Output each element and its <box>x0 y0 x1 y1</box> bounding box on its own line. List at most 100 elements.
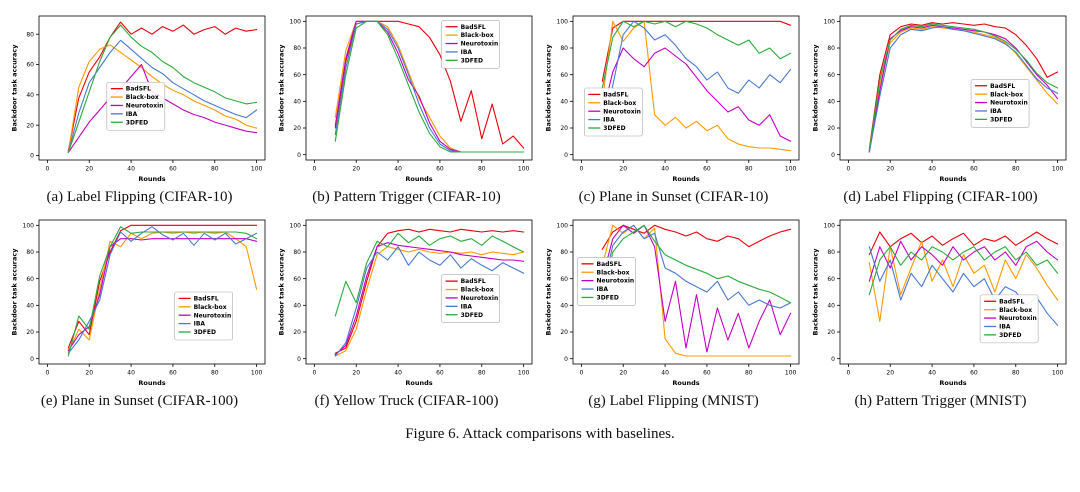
svg-text:0: 0 <box>30 356 34 363</box>
svg-text:40: 40 <box>394 370 402 377</box>
line-chart-c: 0 20 40 60 80 100 0 20 40 60 80 100 Rounds Backdoor t… <box>544 15 799 183</box>
svg-text:60: 60 <box>26 276 34 283</box>
svg-text:Black-box: Black-box <box>460 32 493 39</box>
svg-text:20: 20 <box>293 329 301 336</box>
svg-text:Black-box: Black-box <box>125 94 158 101</box>
svg-text:IBA: IBA <box>596 286 608 293</box>
svg-text:Rounds: Rounds <box>405 175 432 183</box>
svg-text:20: 20 <box>26 329 34 336</box>
svg-text:Neurotoxin: Neurotoxin <box>596 278 634 285</box>
svg-text:0: 0 <box>579 370 583 377</box>
svg-text:80: 80 <box>477 370 485 377</box>
svg-text:100: 100 <box>517 166 529 173</box>
svg-text:Rounds: Rounds <box>672 175 699 183</box>
svg-text:100: 100 <box>823 19 835 26</box>
svg-text:IBA: IBA <box>125 111 137 118</box>
svg-text:100: 100 <box>250 166 262 173</box>
svg-text:80: 80 <box>744 370 752 377</box>
svg-text:IBA: IBA <box>460 303 472 310</box>
svg-text:Rounds: Rounds <box>138 379 165 387</box>
svg-text:BadSFL: BadSFL <box>193 296 218 303</box>
svg-text:3DFED: 3DFED <box>999 332 1021 339</box>
svg-text:100: 100 <box>784 166 796 173</box>
line-chart-h: 0 20 40 60 80 100 0 20 40 60 80 100 Rounds Backdoor t… <box>811 219 1066 387</box>
svg-text:0: 0 <box>846 370 850 377</box>
svg-text:Black-box: Black-box <box>193 304 226 311</box>
svg-text:3DFED: 3DFED <box>603 125 625 132</box>
svg-text:80: 80 <box>560 45 568 52</box>
chart-panel-b: 0 20 40 60 80 100 0 20 40 60 80 100 Rounds Backdoor t… <box>275 10 538 206</box>
svg-text:Black-box: Black-box <box>603 100 636 107</box>
svg-text:0: 0 <box>564 152 568 159</box>
svg-text:100: 100 <box>289 223 301 230</box>
chart-subcaption-d: (d) Label Flipping (CIFAR-100) <box>843 189 1038 205</box>
svg-text:IBA: IBA <box>460 49 472 56</box>
svg-text:80: 80 <box>1011 370 1019 377</box>
svg-text:60: 60 <box>560 276 568 283</box>
svg-text:60: 60 <box>827 72 835 79</box>
svg-text:Neurotoxin: Neurotoxin <box>193 312 231 319</box>
svg-text:40: 40 <box>661 370 669 377</box>
svg-text:40: 40 <box>26 303 34 310</box>
line-chart-b: 0 20 40 60 80 100 0 20 40 60 80 100 Rounds Backdoor t… <box>277 15 532 183</box>
svg-text:60: 60 <box>293 276 301 283</box>
svg-text:0: 0 <box>564 356 568 363</box>
chart-subcaption-h: (h) Pattern Trigger (MNIST) <box>854 393 1027 409</box>
svg-text:20: 20 <box>886 166 894 173</box>
svg-text:20: 20 <box>619 166 627 173</box>
chart-panel-e: 0 20 40 60 80 100 0 20 40 60 80 100 Rounds Backdoor t… <box>8 214 271 410</box>
svg-text:20: 20 <box>560 125 568 132</box>
line-chart-e: 0 20 40 60 80 100 0 20 40 60 80 100 Rounds Backdoor t… <box>10 219 265 387</box>
line-chart-g: 0 20 40 60 80 100 0 20 40 60 80 100 Rounds Backdoor t… <box>544 219 799 387</box>
svg-text:60: 60 <box>436 370 444 377</box>
svg-text:Backdoor task accuracy: Backdoor task accuracy <box>544 248 552 336</box>
svg-text:0: 0 <box>831 356 835 363</box>
chart-panel-g: 0 20 40 60 80 100 0 20 40 60 80 100 Rounds Backdoor t… <box>542 214 805 410</box>
svg-text:40: 40 <box>127 166 135 173</box>
svg-text:100: 100 <box>517 370 529 377</box>
svg-text:Neurotoxin: Neurotoxin <box>125 103 163 110</box>
svg-text:100: 100 <box>556 19 568 26</box>
svg-text:3DFED: 3DFED <box>596 295 618 302</box>
svg-text:100: 100 <box>823 223 835 230</box>
svg-text:Neurotoxin: Neurotoxin <box>460 295 498 302</box>
svg-text:80: 80 <box>210 166 218 173</box>
svg-text:100: 100 <box>250 370 262 377</box>
svg-text:Neurotoxin: Neurotoxin <box>999 315 1037 322</box>
svg-text:Black-box: Black-box <box>990 91 1023 98</box>
svg-text:20: 20 <box>886 370 894 377</box>
svg-text:20: 20 <box>85 370 93 377</box>
svg-text:Black-box: Black-box <box>596 269 629 276</box>
chart-grid: 0 20 40 60 80 0 20 40 60 80 100 Rounds Backdoor task… <box>8 10 1072 410</box>
svg-text:40: 40 <box>827 99 835 106</box>
chart-subcaption-f: (f) Yellow Truck (CIFAR-100) <box>314 393 499 409</box>
svg-text:20: 20 <box>26 122 34 129</box>
chart-panel-c: 0 20 40 60 80 100 0 20 40 60 80 100 Rounds Backdoor t… <box>542 10 805 206</box>
svg-text:3DFED: 3DFED <box>125 119 147 126</box>
svg-text:BadSFL: BadSFL <box>460 278 485 285</box>
svg-text:100: 100 <box>1051 166 1063 173</box>
svg-text:100: 100 <box>289 19 301 26</box>
svg-text:40: 40 <box>394 166 402 173</box>
svg-text:Rounds: Rounds <box>138 175 165 183</box>
svg-text:BadSFL: BadSFL <box>999 298 1024 305</box>
svg-text:0: 0 <box>312 166 316 173</box>
svg-text:BadSFL: BadSFL <box>596 261 621 268</box>
svg-text:60: 60 <box>970 166 978 173</box>
svg-text:100: 100 <box>22 223 34 230</box>
svg-text:40: 40 <box>928 370 936 377</box>
line-chart-a: 0 20 40 60 80 0 20 40 60 80 100 Rounds Backdoor task… <box>10 15 265 183</box>
svg-text:Black-box: Black-box <box>460 287 493 294</box>
svg-text:0: 0 <box>297 356 301 363</box>
chart-panel-f: 0 20 40 60 80 100 0 20 40 60 80 100 Rounds Backdoor t… <box>275 214 538 410</box>
chart-subcaption-b: (b) Pattern Trigger (CIFAR-10) <box>312 189 501 205</box>
svg-text:Rounds: Rounds <box>405 379 432 387</box>
svg-text:80: 80 <box>210 370 218 377</box>
svg-text:20: 20 <box>560 329 568 336</box>
svg-text:40: 40 <box>127 370 135 377</box>
svg-text:Black-box: Black-box <box>999 307 1032 314</box>
svg-text:60: 60 <box>970 370 978 377</box>
svg-text:80: 80 <box>293 45 301 52</box>
chart-subcaption-c: (c) Plane in Sunset (CIFAR-10) <box>578 189 769 205</box>
svg-text:20: 20 <box>352 166 360 173</box>
